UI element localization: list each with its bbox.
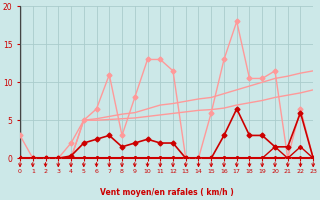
X-axis label: Vent moyen/en rafales ( km/h ): Vent moyen/en rafales ( km/h ) — [100, 188, 234, 197]
